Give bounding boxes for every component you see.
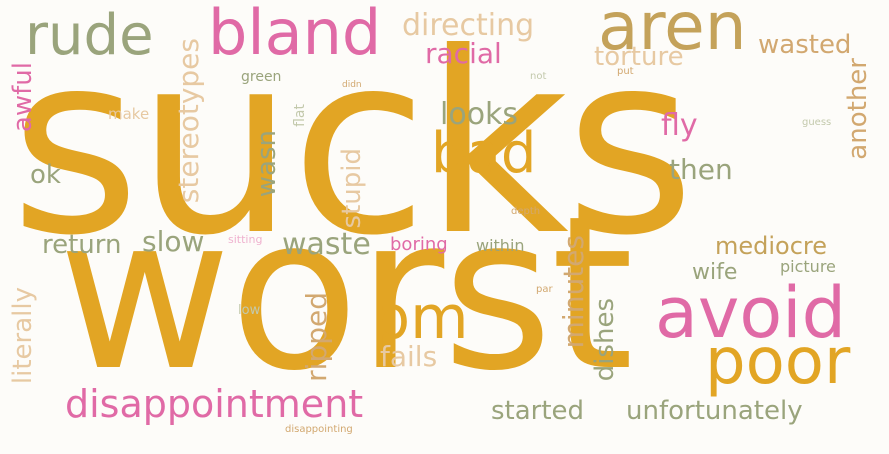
word-flat: flat bbox=[292, 104, 308, 127]
word-literally: literally bbox=[8, 287, 38, 385]
word-torture: torture bbox=[594, 42, 684, 72]
word-par: par bbox=[536, 284, 553, 295]
word-racial: racial bbox=[425, 37, 502, 70]
word-disappointment: disappointment bbox=[65, 382, 364, 426]
word-wasn: wasn bbox=[252, 130, 282, 198]
word-then: then bbox=[669, 153, 733, 186]
word-sucks: sucks bbox=[10, 0, 695, 290]
word-stupid: stupid bbox=[337, 148, 367, 229]
word-awful: awful bbox=[8, 62, 38, 133]
word-depth: depth bbox=[511, 206, 541, 217]
word-fails: fails bbox=[380, 340, 438, 373]
word-put: put bbox=[617, 66, 634, 77]
word-waste: waste bbox=[282, 227, 371, 262]
word-worst: worst bbox=[58, 170, 634, 417]
word-another: another bbox=[843, 58, 873, 160]
word-dishes: dishes bbox=[590, 298, 620, 382]
word-stereotypes: stereotypes bbox=[172, 38, 205, 204]
word-disappointing: disappointing bbox=[285, 424, 353, 435]
word-unfortunately: unfortunately bbox=[626, 396, 803, 426]
word-not: not bbox=[530, 71, 547, 82]
word-wasted: wasted bbox=[758, 30, 852, 60]
word-avoid: avoid bbox=[655, 272, 847, 354]
word-green: green bbox=[241, 69, 282, 85]
word-didn: didn bbox=[342, 80, 362, 90]
word-boring: boring bbox=[390, 234, 448, 255]
word-slow: slow bbox=[142, 225, 205, 258]
word-looks: looks bbox=[440, 97, 519, 132]
word-aren: aren bbox=[598, 0, 747, 65]
word-wife: wife bbox=[692, 260, 738, 285]
word-pm: pm bbox=[372, 283, 469, 353]
word-sitting: sitting bbox=[228, 233, 263, 246]
word-picture: picture bbox=[780, 257, 836, 276]
word-ok: ok bbox=[30, 160, 61, 190]
word-bland: bland bbox=[208, 0, 382, 69]
word-directing: directing bbox=[402, 8, 535, 43]
word-bad: bad bbox=[431, 121, 537, 186]
word-started: started bbox=[491, 396, 585, 426]
word-poor: poor bbox=[705, 325, 851, 399]
word-make: make bbox=[108, 105, 150, 123]
word-low: low bbox=[238, 303, 261, 318]
word-ripped: ripped bbox=[300, 292, 333, 382]
word-minutes: minutes bbox=[557, 235, 590, 349]
word-fly: fly bbox=[661, 108, 698, 143]
word-within: within bbox=[476, 236, 525, 255]
word-mediocre: mediocre bbox=[715, 232, 828, 260]
word-rude: rude bbox=[25, 3, 154, 68]
word-return: return bbox=[42, 230, 122, 260]
word-guess: guess bbox=[802, 117, 832, 128]
